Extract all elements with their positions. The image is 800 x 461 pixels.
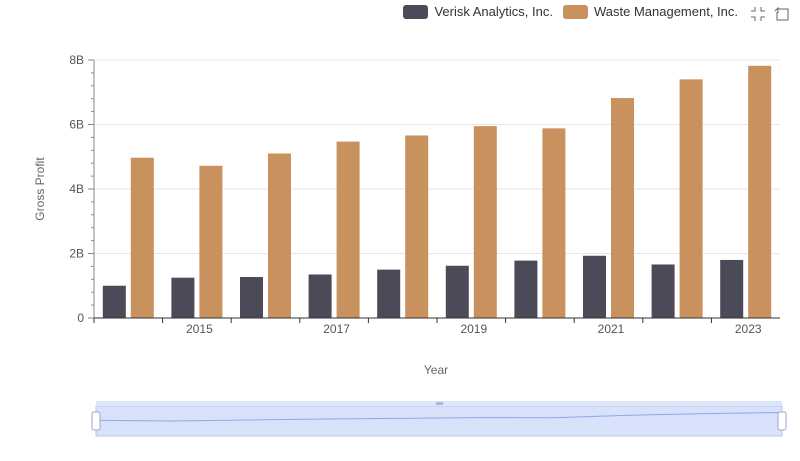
- legend-label-waste: Waste Management, Inc.: [593, 4, 738, 19]
- bar-waste: [748, 65, 772, 319]
- bar-verisk: [308, 274, 332, 318]
- bar-waste: [130, 157, 154, 318]
- bar-verisk: [102, 285, 126, 318]
- y-tick-label: 4B: [69, 182, 84, 196]
- y-tick-label: 0: [77, 311, 84, 325]
- legend-label-verisk: Verisk Analytics, Inc.: [434, 4, 553, 19]
- x-tick-label: 2019: [460, 322, 487, 336]
- bar-verisk: [651, 264, 675, 318]
- legend: Verisk Analytics, Inc. Waste Management,…: [403, 4, 738, 19]
- restore-icon[interactable]: [774, 6, 790, 22]
- data-zoom-preview-line: [95, 412, 783, 422]
- bar-waste: [473, 126, 497, 318]
- y-tick-label: 6B: [69, 118, 84, 132]
- bar-verisk: [240, 277, 263, 318]
- data-zoom-move-handle: [436, 402, 443, 405]
- bar-verisk: [445, 265, 469, 318]
- x-tick-label: 2015: [186, 322, 213, 336]
- zoom-icon[interactable]: [750, 6, 766, 22]
- data-zoom-top-bar: [96, 401, 782, 406]
- bar-waste: [611, 98, 634, 319]
- x-axis-title: Year: [424, 363, 448, 377]
- legend-swatch-waste: [562, 4, 588, 19]
- bar-waste: [542, 128, 566, 318]
- bar-waste: [268, 153, 291, 318]
- bar-waste: [336, 141, 360, 318]
- y-tick-label: 2B: [69, 247, 84, 261]
- legend-item-verisk[interactable]: Verisk Analytics, Inc.: [403, 4, 553, 19]
- bar-waste: [679, 79, 703, 318]
- bar-waste: [199, 165, 223, 318]
- bar-verisk: [377, 269, 401, 318]
- bar-verisk: [720, 259, 744, 318]
- bar-waste: [405, 135, 429, 318]
- data-zoom-handle-left: [91, 411, 101, 431]
- bar-verisk: [171, 277, 195, 318]
- bar-verisk: [583, 255, 606, 318]
- x-tick-label: 2023: [735, 322, 762, 336]
- legend-item-waste[interactable]: Waste Management, Inc.: [562, 4, 738, 19]
- toolbox: [750, 6, 790, 22]
- data-zoom-handle-right: [777, 411, 787, 431]
- legend-swatch-verisk: [403, 4, 429, 19]
- data-zoom-track: [95, 405, 783, 437]
- y-axis-title: Gross Profit: [33, 157, 47, 221]
- x-tick-label: 2021: [598, 322, 625, 336]
- y-tick-label: 8B: [69, 53, 84, 67]
- x-tick-label: 2017: [323, 322, 350, 336]
- bar-verisk: [514, 260, 538, 318]
